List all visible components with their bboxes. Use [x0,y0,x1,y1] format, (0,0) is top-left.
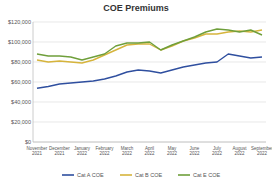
y-axis [33,22,34,142]
x-tick-label-part: 2022 [189,151,200,156]
legend-swatch [178,174,190,176]
x-tick-label: April2022 [144,146,155,156]
legend-label: Cat A COE [77,172,104,178]
series-line [37,54,262,88]
y-tick-label: $80,000 [11,59,31,65]
x-tick-label-part: 2022 [122,151,133,156]
x-axis [33,142,266,143]
series-line [37,29,262,60]
x-tick-label: July2022 [212,146,223,156]
title: COE Premiums [103,3,169,13]
x-tick-label: November2021 [27,146,48,156]
x-tick-label-part: 2021 [32,151,43,156]
grid-line [33,122,266,123]
y-tick-label: $100,000 [8,39,31,45]
plot-area [37,29,262,88]
x-tick-label-part: 2022 [77,151,88,156]
x-tick-label: May2022 [167,146,178,156]
y-tick-label: $0 [25,139,31,145]
legend-label: Cat E COE [193,172,221,178]
grid-line [33,82,266,83]
y-tick-label: $120,000 [8,19,31,25]
legend-swatch [62,174,74,176]
x-tick-label-part: 2022 [167,151,178,156]
y-tick-label: $20,000 [11,119,31,125]
grid-line [33,22,266,23]
x-tick-label: March2022 [121,146,134,156]
chart: COE Premiums $0 $20,000 $40,000 $60,000 $80,0… [0,0,272,182]
x-tick-label: February2022 [95,146,114,156]
x-tick-label-part: 2021 [54,151,65,156]
series-line [37,30,262,63]
legend-swatch [120,174,132,176]
x-tick-label: December2021 [49,146,70,156]
x-tick-label: August2022 [232,146,247,156]
legend-label: Cat B COE [135,172,163,178]
x-tick-label-part: 2022 [234,151,245,156]
grid-line [33,102,266,103]
grid-line [33,142,266,143]
x-tick-label-part: 2022 [144,151,155,156]
y-tick-label: $60,000 [11,79,31,85]
x-tick-label-part: 2022 [257,151,268,156]
y-tick-label: $40,000 [11,99,31,105]
x-tick-label-part: 2022 [99,151,110,156]
x-tick-label-part: 2022 [212,151,223,156]
x-tick-label: January2022 [74,146,91,156]
x-tick-label: June2022 [189,146,200,156]
x-tick-label: September2022 [251,146,272,156]
